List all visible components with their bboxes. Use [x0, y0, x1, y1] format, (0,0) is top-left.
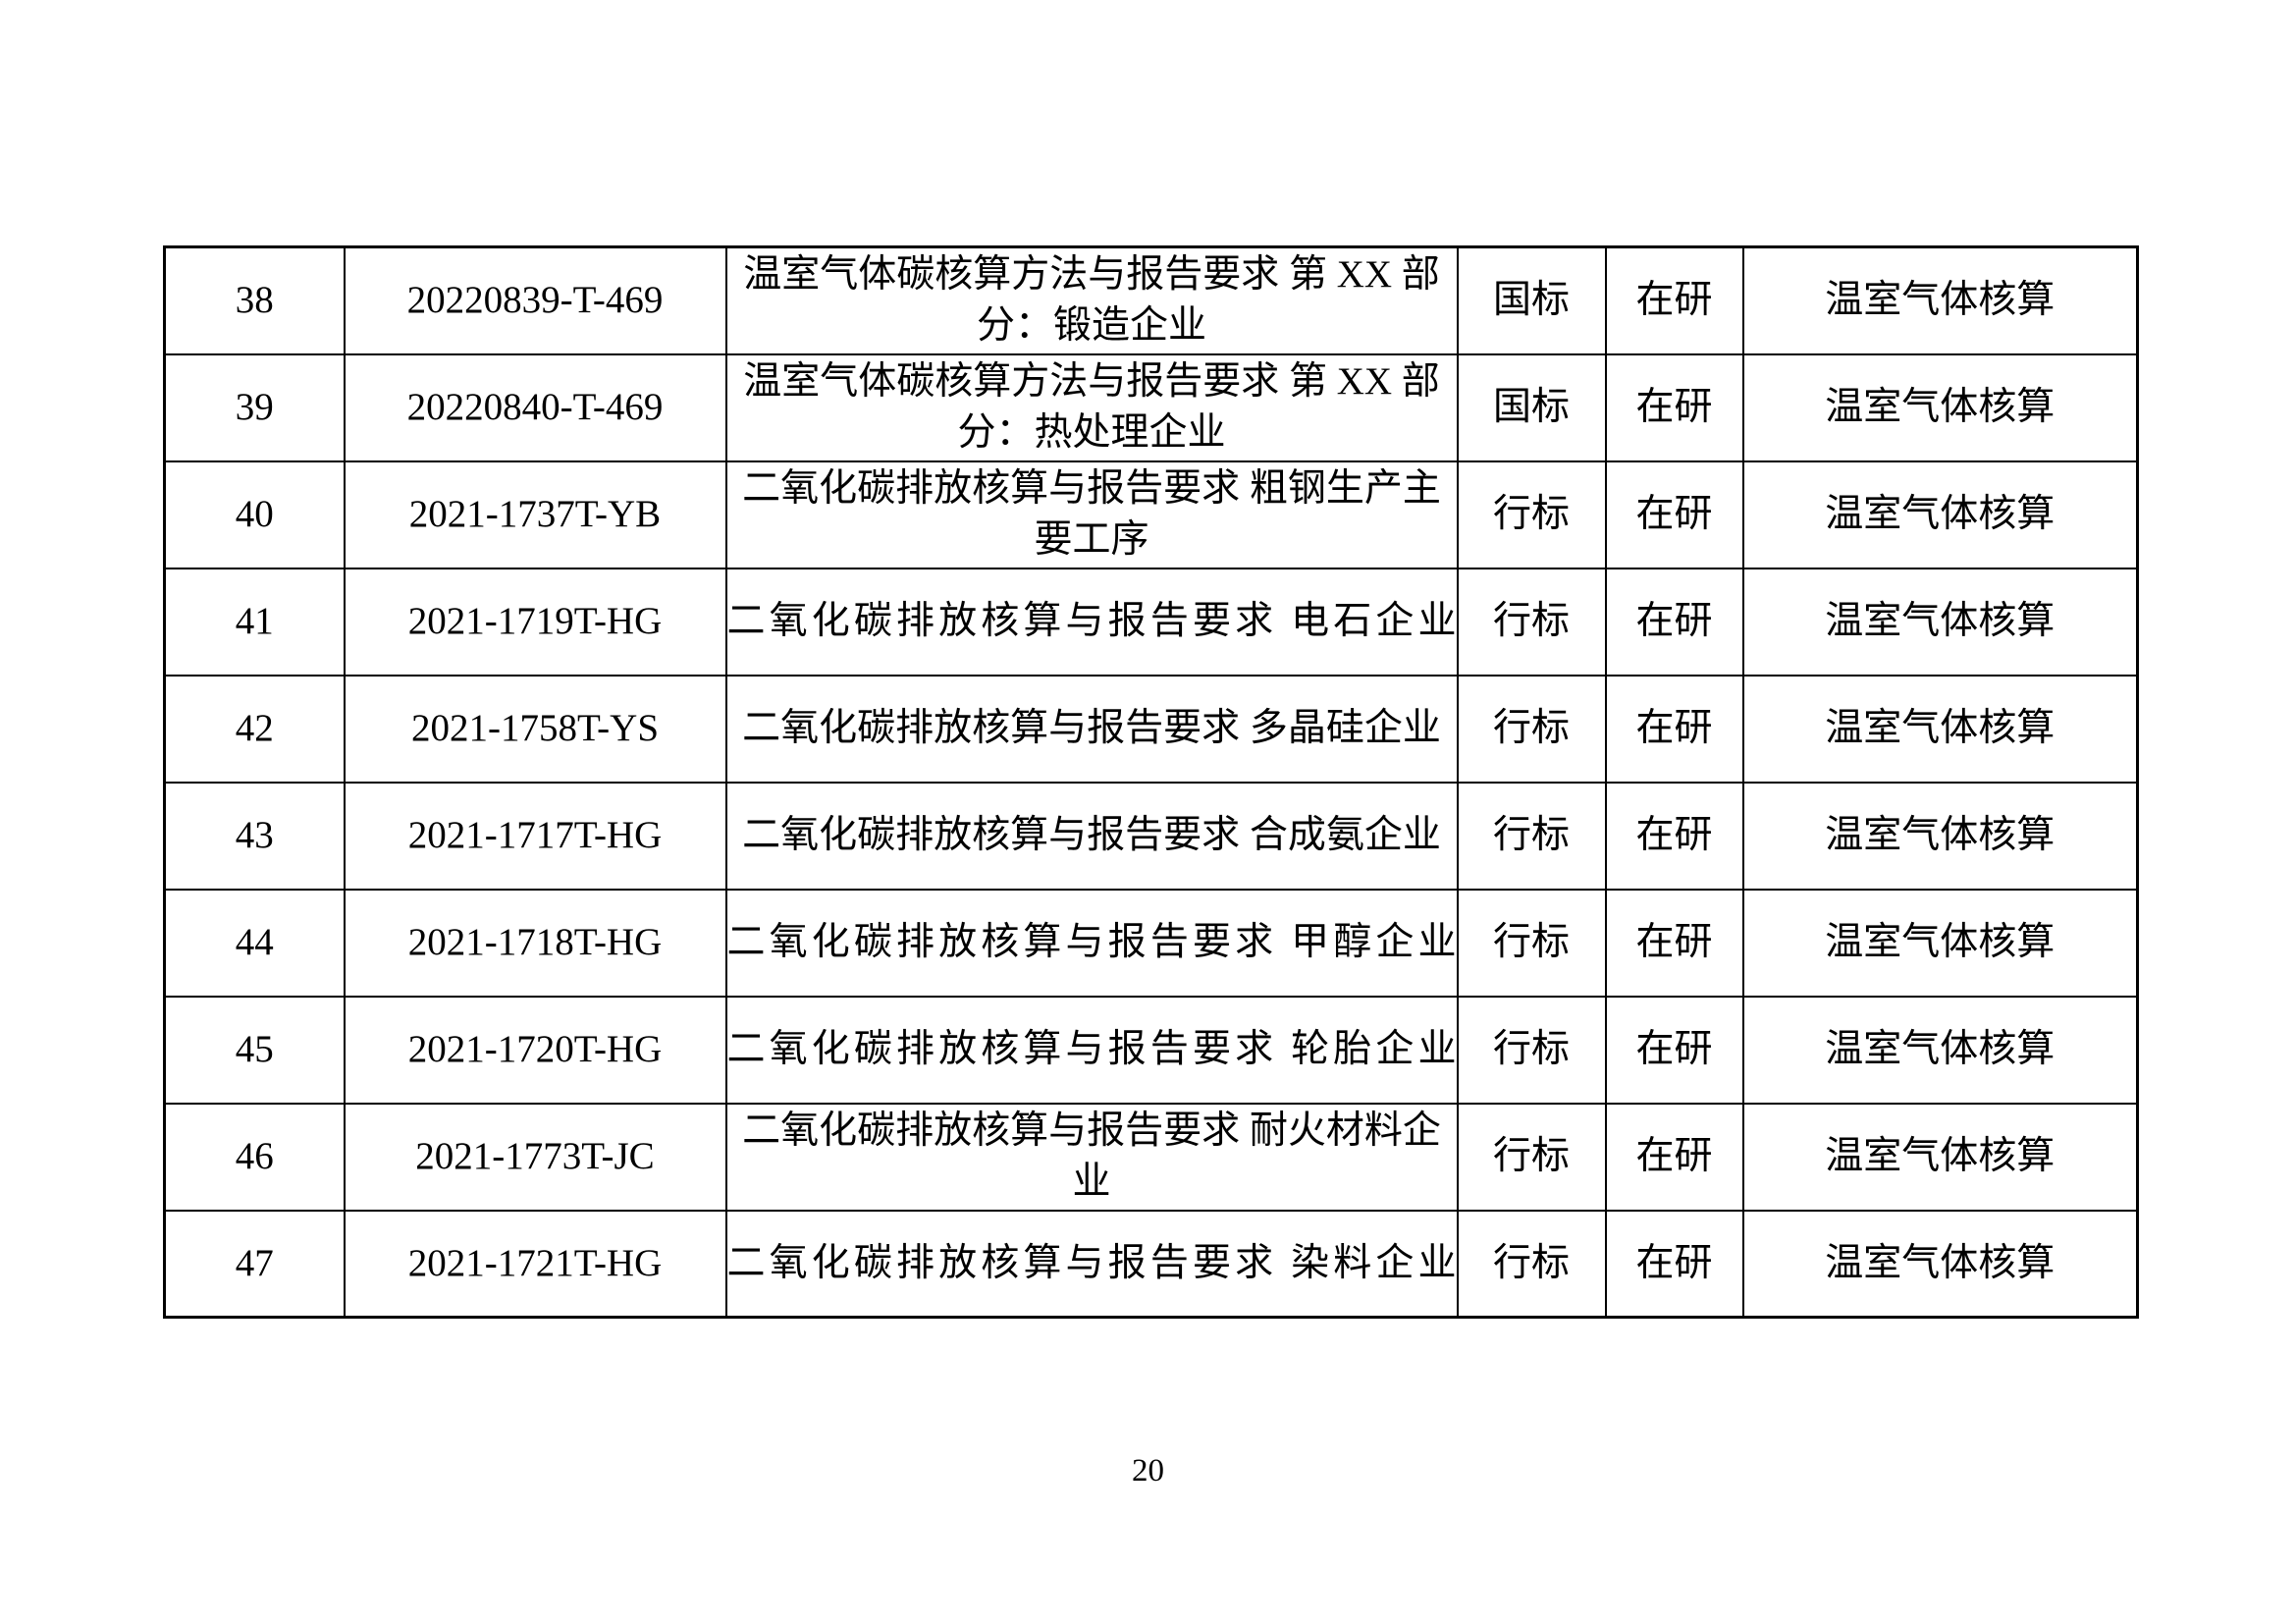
cell-standard-name: 二氧化碳排放核算与报告要求 轮胎企业	[724, 995, 1459, 1105]
cell-status: 在研	[1604, 245, 1744, 355]
cell-status: 在研	[1604, 1209, 1744, 1319]
table-row: 39 20220840-T-469 温室气体碳核算方法与报告要求 第 XX 部分…	[163, 352, 2139, 462]
standards-table: 38 20220839-T-469 温室气体碳核算方法与报告要求 第 XX 部分…	[163, 245, 2139, 1319]
cell-standard-type: 行标	[1456, 567, 1607, 677]
cell-row-number: 39	[163, 352, 346, 462]
table-row: 46 2021-1773T-JC 二氧化碳排放核算与报告要求 耐火材料企业 行标…	[163, 1102, 2139, 1212]
table-row: 40 2021-1737T-YB 二氧化碳排放核算与报告要求 粗钢生产主要工序 …	[163, 460, 2139, 569]
cell-category: 温室气体核算	[1741, 995, 2139, 1105]
cell-category: 温室气体核算	[1741, 1102, 2139, 1212]
cell-category: 温室气体核算	[1741, 460, 2139, 569]
cell-standard-name: 二氧化碳排放核算与报告要求 甲醇企业	[724, 888, 1459, 998]
cell-standard-code: 2021-1758T-YS	[343, 674, 727, 784]
cell-standard-code: 20220839-T-469	[343, 245, 727, 355]
cell-category: 温室气体核算	[1741, 674, 2139, 784]
table-row: 42 2021-1758T-YS 二氧化碳排放核算与报告要求 多晶硅企业 行标 …	[163, 674, 2139, 784]
table-row: 38 20220839-T-469 温室气体碳核算方法与报告要求 第 XX 部分…	[163, 245, 2139, 355]
cell-standard-type: 行标	[1456, 1102, 1607, 1212]
cell-standard-code: 2021-1718T-HG	[343, 888, 727, 998]
cell-status: 在研	[1604, 352, 1744, 462]
cell-standard-code: 20220840-T-469	[343, 352, 727, 462]
cell-standard-code: 2021-1721T-HG	[343, 1209, 727, 1319]
cell-row-number: 46	[163, 1102, 346, 1212]
cell-category: 温室气体核算	[1741, 567, 2139, 677]
cell-standard-type: 国标	[1456, 245, 1607, 355]
cell-standard-name: 二氧化碳排放核算与报告要求 多晶硅企业	[724, 674, 1459, 784]
cell-standard-type: 行标	[1456, 781, 1607, 891]
standards-table-body: 38 20220839-T-469 温室气体碳核算方法与报告要求 第 XX 部分…	[163, 245, 2139, 1319]
cell-row-number: 38	[163, 245, 346, 355]
cell-status: 在研	[1604, 567, 1744, 677]
cell-standard-name: 二氧化碳排放核算与报告要求 染料企业	[724, 1209, 1459, 1319]
cell-status: 在研	[1604, 888, 1744, 998]
cell-standard-type: 行标	[1456, 460, 1607, 569]
cell-status: 在研	[1604, 674, 1744, 784]
cell-standard-type: 行标	[1456, 995, 1607, 1105]
cell-standard-code: 2021-1717T-HG	[343, 781, 727, 891]
table-row: 47 2021-1721T-HG 二氧化碳排放核算与报告要求 染料企业 行标 在…	[163, 1209, 2139, 1319]
cell-standard-name: 二氧化碳排放核算与报告要求 合成氨企业	[724, 781, 1459, 891]
cell-standard-name: 温室气体碳核算方法与报告要求 第 XX 部分：热处理企业	[724, 352, 1459, 462]
table-row: 43 2021-1717T-HG 二氧化碳排放核算与报告要求 合成氨企业 行标 …	[163, 781, 2139, 891]
table-row: 41 2021-1719T-HG 二氧化碳排放核算与报告要求 电石企业 行标 在…	[163, 567, 2139, 677]
cell-standard-name: 二氧化碳排放核算与报告要求 电石企业	[724, 567, 1459, 677]
cell-standard-name: 二氧化碳排放核算与报告要求 粗钢生产主要工序	[724, 460, 1459, 569]
cell-row-number: 42	[163, 674, 346, 784]
cell-category: 温室气体核算	[1741, 245, 2139, 355]
cell-row-number: 45	[163, 995, 346, 1105]
cell-row-number: 40	[163, 460, 346, 569]
page-number: 20	[1132, 1453, 1164, 1489]
cell-standard-type: 行标	[1456, 888, 1607, 998]
cell-status: 在研	[1604, 1102, 1744, 1212]
table-row: 44 2021-1718T-HG 二氧化碳排放核算与报告要求 甲醇企业 行标 在…	[163, 888, 2139, 998]
cell-standard-code: 2021-1719T-HG	[343, 567, 727, 677]
cell-standard-code: 2021-1773T-JC	[343, 1102, 727, 1212]
cell-category: 温室气体核算	[1741, 352, 2139, 462]
cell-category: 温室气体核算	[1741, 1209, 2139, 1319]
cell-standard-type: 行标	[1456, 1209, 1607, 1319]
cell-row-number: 47	[163, 1209, 346, 1319]
cell-category: 温室气体核算	[1741, 781, 2139, 891]
cell-category: 温室气体核算	[1741, 888, 2139, 998]
cell-status: 在研	[1604, 995, 1744, 1105]
cell-standard-code: 2021-1720T-HG	[343, 995, 727, 1105]
cell-status: 在研	[1604, 460, 1744, 569]
cell-standard-type: 国标	[1456, 352, 1607, 462]
table-row: 45 2021-1720T-HG 二氧化碳排放核算与报告要求 轮胎企业 行标 在…	[163, 995, 2139, 1105]
cell-status: 在研	[1604, 781, 1744, 891]
cell-standard-code: 2021-1737T-YB	[343, 460, 727, 569]
cell-row-number: 41	[163, 567, 346, 677]
cell-row-number: 43	[163, 781, 346, 891]
cell-standard-type: 行标	[1456, 674, 1607, 784]
cell-standard-name: 温室气体碳核算方法与报告要求 第 XX 部分：锻造企业	[724, 245, 1459, 355]
cell-row-number: 44	[163, 888, 346, 998]
cell-standard-name: 二氧化碳排放核算与报告要求 耐火材料企业	[724, 1102, 1459, 1212]
